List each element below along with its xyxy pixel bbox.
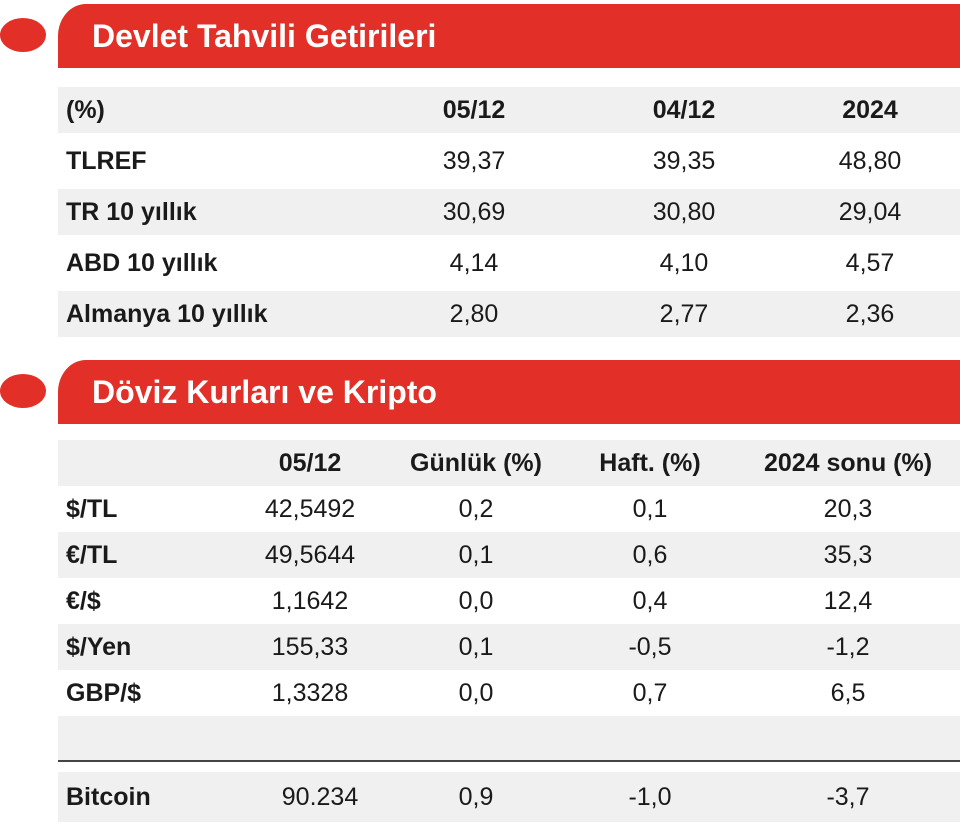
fx-row-label: $/Yen bbox=[66, 633, 132, 661]
crypto-value: -1,0 bbox=[628, 783, 672, 811]
fx-value: 0,1 bbox=[458, 541, 494, 569]
fx-header-col3: Haft. (%) bbox=[599, 449, 701, 477]
bond-row-label: ABD 10 yıllık bbox=[66, 249, 218, 277]
bond-value: 2,36 bbox=[845, 300, 895, 328]
fx-header-col2: Günlük (%) bbox=[410, 449, 542, 477]
bond-value: 39,37 bbox=[442, 147, 506, 175]
crypto-value: 0,9 bbox=[458, 783, 494, 811]
spacer-row bbox=[58, 716, 960, 760]
table-row: €/$ 1,1642 0,0 0,4 12,4 bbox=[58, 578, 960, 624]
bond-value: 4,14 bbox=[449, 249, 499, 277]
crypto-value: -3,7 bbox=[826, 783, 870, 811]
bond-value: 30,69 bbox=[442, 198, 506, 226]
fx-value: -0,5 bbox=[628, 633, 672, 661]
bond-value: 2,77 bbox=[659, 300, 709, 328]
table-row: Bitcoin 90.234 0,9 -1,0 -3,7 bbox=[58, 772, 960, 822]
bullet-icon bbox=[0, 18, 46, 52]
banner-bar bbox=[58, 360, 960, 424]
fx-header-col4: 2024 sonu (%) bbox=[763, 449, 933, 477]
bond-value: 48,80 bbox=[838, 147, 902, 175]
fx-row-label: $/TL bbox=[66, 495, 118, 523]
table-row: TR 10 yıllık 30,69 30,80 29,04 bbox=[58, 189, 960, 235]
bond-header-col2: 04/12 bbox=[652, 96, 716, 124]
bond-header-col3: 2024 bbox=[842, 96, 898, 124]
fx-header-col1: 05/12 bbox=[278, 449, 342, 477]
fx-header-row: 05/12 Günlük (%) Haft. (%) 2024 sonu (%) bbox=[58, 440, 960, 486]
bond-header-col1: 05/12 bbox=[442, 96, 506, 124]
fx-value: 42,5492 bbox=[264, 495, 356, 523]
bond-value: 30,80 bbox=[652, 198, 716, 226]
fx-value: 0,6 bbox=[632, 541, 668, 569]
fx-value: 49,5644 bbox=[264, 541, 356, 569]
table-row: Almanya 10 yıllık 2,80 2,77 2,36 bbox=[58, 291, 960, 337]
fx-value: 12,4 bbox=[823, 587, 873, 615]
fx-value: 1,1642 bbox=[271, 587, 349, 615]
fx-value: 0,1 bbox=[632, 495, 668, 523]
fx-value: -1,2 bbox=[826, 633, 870, 661]
bond-value: 4,57 bbox=[845, 249, 895, 277]
fx-row-label: GBP/$ bbox=[66, 679, 142, 707]
bond-row-label: TLREF bbox=[66, 147, 147, 175]
fx-value: 20,3 bbox=[823, 495, 873, 523]
bond-value: 4,10 bbox=[659, 249, 709, 277]
fx-row-label: €/$ bbox=[66, 587, 101, 615]
fx-crypto-title: Döviz Kurları ve Kripto bbox=[92, 374, 437, 410]
fx-value: 0,0 bbox=[458, 587, 494, 615]
fx-value: 1,3328 bbox=[271, 679, 349, 707]
fx-value: 0,2 bbox=[458, 495, 494, 523]
fx-value: 0,0 bbox=[458, 679, 494, 707]
bond-yields-title: Devlet Tahvili Getirileri bbox=[92, 18, 437, 54]
fx-value: 35,3 bbox=[823, 541, 873, 569]
fx-value: 0,7 bbox=[632, 679, 668, 707]
bullet-icon bbox=[0, 374, 46, 408]
fx-value: 155,33 bbox=[271, 633, 349, 661]
fx-crypto-banner: Döviz Kurları ve Kripto bbox=[0, 360, 960, 424]
crypto-value: 90.234 bbox=[281, 783, 359, 811]
fx-value: 0,4 bbox=[632, 587, 668, 615]
fx-value: 6,5 bbox=[830, 679, 866, 707]
crypto-row-label: Bitcoin bbox=[66, 783, 151, 811]
bond-header-row: (%) 05/12 04/12 2024 bbox=[58, 87, 960, 133]
bond-yields-banner: Devlet Tahvili Getirileri bbox=[0, 4, 960, 68]
bond-row-label: Almanya 10 yıllık bbox=[66, 300, 268, 328]
table-row: TLREF 39,37 39,35 48,80 bbox=[58, 138, 960, 184]
banner-bar bbox=[58, 4, 960, 68]
bond-row-label: TR 10 yıllık bbox=[66, 198, 197, 226]
table-row: €/TL 49,5644 0,1 0,6 35,3 bbox=[58, 532, 960, 578]
table-row: $/TL 42,5492 0,2 0,1 20,3 bbox=[58, 486, 960, 532]
table-row: $/Yen 155,33 0,1 -0,5 -1,2 bbox=[58, 624, 960, 670]
table-row: GBP/$ 1,3328 0,0 0,7 6,5 bbox=[58, 670, 960, 716]
divider bbox=[58, 760, 960, 762]
bond-value: 2,80 bbox=[449, 300, 499, 328]
fx-value: 0,1 bbox=[458, 633, 494, 661]
bond-value: 29,04 bbox=[838, 198, 902, 226]
bond-header-unit: (%) bbox=[66, 96, 105, 124]
bond-value: 39,35 bbox=[652, 147, 716, 175]
fx-row-label: €/TL bbox=[66, 541, 118, 569]
table-row: ABD 10 yıllık 4,14 4,10 4,57 bbox=[58, 240, 960, 286]
